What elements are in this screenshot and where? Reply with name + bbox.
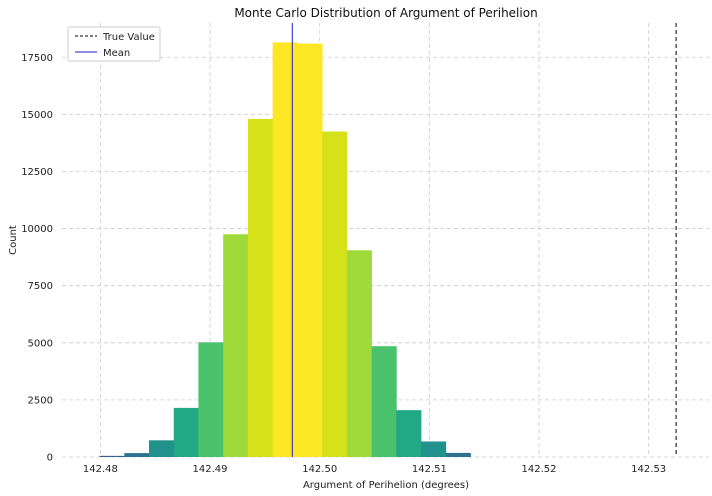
histogram-bar	[272, 42, 298, 457]
histogram-bar	[148, 440, 175, 457]
tick-labels-layer: 0 2500 5000 7500 10000 12500 15000 17500 142.48 1…	[21, 53, 666, 475]
x-axis-title: Argument of Perihelion (degrees)	[303, 480, 469, 491]
histogram-bar	[124, 453, 150, 457]
reference-lines-layer	[291, 23, 677, 457]
histogram-bar	[247, 118, 274, 458]
legend: True Value Mean	[67, 26, 161, 62]
y-tick-label: 15000	[21, 110, 53, 121]
x-tick-label: 142.48	[83, 464, 118, 475]
x-tick-label: 142.49	[193, 464, 228, 475]
histogram-bar	[346, 250, 372, 457]
legend-mean-label: Mean	[103, 48, 130, 59]
histogram-bar	[445, 452, 471, 457]
histogram-bar	[99, 455, 125, 457]
y-tick-label: 7500	[28, 281, 53, 292]
histogram-bar	[421, 441, 447, 457]
y-tick-label: 12500	[21, 167, 53, 178]
histogram-bar	[396, 410, 422, 457]
histogram-bar	[223, 234, 249, 457]
histogram-bar	[297, 43, 323, 458]
y-tick-label: 5000	[28, 338, 53, 349]
chart-title: Monte Carlo Distribution of Argument of …	[234, 6, 537, 20]
legend-true-value-label: True Value	[102, 32, 155, 43]
x-tick-label: 142.51	[412, 464, 447, 475]
bars-layer	[99, 42, 471, 458]
x-tick-label: 142.53	[631, 464, 666, 475]
y-tick-label: 2500	[28, 395, 53, 406]
y-axis-title: Count	[8, 225, 19, 255]
histogram-bar	[198, 342, 224, 457]
y-tick-label: 17500	[21, 53, 53, 64]
x-tick-label: 142.50	[302, 464, 337, 475]
histogram-bar	[371, 346, 397, 457]
x-tick-label: 142.52	[522, 464, 557, 475]
histogram-bar	[173, 407, 199, 457]
y-tick-label: 10000	[21, 224, 53, 235]
y-tick-label: 0	[47, 453, 53, 464]
histogram-bar	[322, 131, 348, 457]
